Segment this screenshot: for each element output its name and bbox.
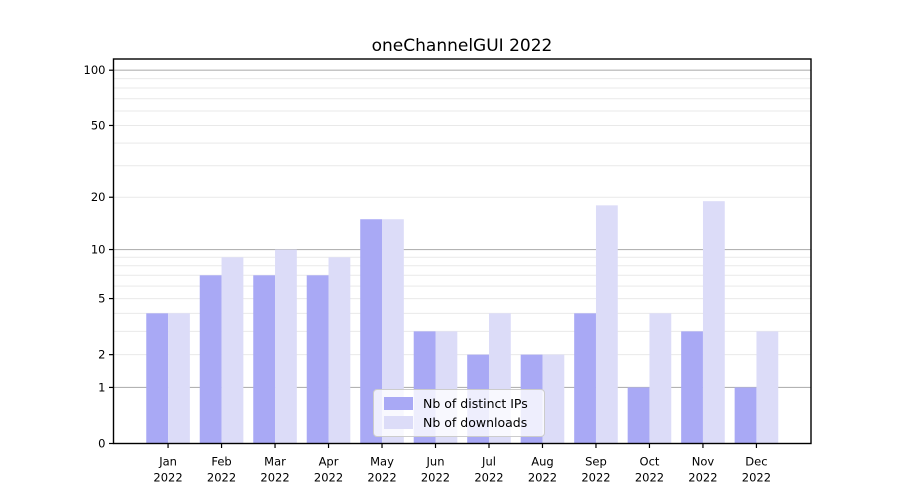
x-axis-tick-label-year: 2022 — [474, 471, 503, 485]
y-axis-tick-label: 1 — [98, 380, 105, 394]
bar-distinct-ips-May — [360, 219, 383, 444]
x-axis-tick-label-month: Oct — [640, 455, 660, 469]
bar-downloads-Apr — [328, 257, 351, 444]
bar-downloads-May — [382, 219, 404, 444]
x-axis-tick-label-month: Jan — [158, 455, 177, 469]
x-axis-tick-label-year: 2022 — [367, 471, 396, 485]
legend-item-downloads: Nb of downloads — [384, 415, 536, 430]
x-axis-tick-label-month: May — [370, 455, 394, 469]
x-axis-tick-label-year: 2022 — [742, 471, 771, 485]
bar-downloads-Mar — [275, 249, 297, 444]
legend: Nb of distinct IPs Nb of downloads — [373, 389, 545, 437]
x-axis-tick-label-year: 2022 — [635, 471, 664, 485]
bar-distinct-ips-Mar — [253, 275, 276, 444]
x-axis-tick-label-year: 2022 — [260, 471, 289, 485]
chart-title: oneChannelGUI 2022 — [371, 36, 553, 56]
bar-downloads-Feb — [221, 257, 244, 444]
x-axis-tick-label-month: Sep — [585, 455, 607, 469]
bar-distinct-ips-Apr — [306, 275, 329, 444]
x-axis-tick-label-month: Dec — [745, 455, 767, 469]
bar-distinct-ips-Oct — [627, 387, 650, 444]
x-axis-tick-label-year: 2022 — [153, 471, 182, 485]
y-axis-tick-label: 0 — [98, 437, 105, 451]
x-axis-tick-label-year: 2022 — [688, 471, 717, 485]
bar-distinct-ips-Feb — [199, 275, 222, 444]
bar-distinct-ips-Dec — [734, 387, 757, 444]
y-axis-tick-label: 5 — [98, 292, 105, 306]
y-axis-tick-label: 10 — [91, 243, 106, 257]
legend-swatch-distinct-ips-icon — [384, 397, 413, 410]
bar-downloads-Dec — [756, 331, 779, 444]
x-axis-tick-label-year: 2022 — [581, 471, 610, 485]
y-axis-tick-label: 50 — [91, 118, 106, 132]
x-axis-tick-label-month: Apr — [319, 455, 339, 469]
y-axis-tick-label: 100 — [84, 63, 106, 77]
legend-swatch-downloads-icon — [384, 416, 413, 429]
x-axis-tick-label-month: Jul — [481, 455, 496, 469]
x-axis-tick-label-month: Feb — [211, 455, 231, 469]
legend-label-downloads: Nb of downloads — [423, 415, 528, 430]
legend-label-distinct-ips: Nb of distinct IPs — [423, 396, 528, 411]
bar-distinct-ips-Jan — [146, 313, 169, 444]
x-axis-tick-label-month: Jun — [426, 455, 445, 469]
x-axis-tick-label-month: Nov — [692, 455, 715, 469]
bar-downloads-Oct — [649, 313, 672, 444]
x-axis-tick-label-year: 2022 — [314, 471, 343, 485]
bar-downloads-Sep — [595, 205, 618, 444]
bar-downloads-Nov — [702, 201, 725, 444]
legend-item-distinct-ips: Nb of distinct IPs — [384, 396, 536, 411]
plot-frame — [112, 58, 812, 445]
bar-downloads-Aug — [542, 354, 565, 444]
x-axis-tick-label-month: Mar — [264, 455, 286, 469]
x-axis-tick-label-year: 2022 — [421, 471, 450, 485]
bar-downloads-Jan — [168, 313, 190, 444]
x-axis-tick-label-month: Aug — [531, 455, 553, 469]
bar-distinct-ips-Nov — [681, 331, 703, 444]
x-axis-tick-label-year: 2022 — [528, 471, 557, 485]
x-axis-tick-label-year: 2022 — [207, 471, 236, 485]
y-axis-tick-label: 20 — [91, 190, 106, 204]
y-axis-tick-label: 2 — [98, 348, 105, 362]
bar-distinct-ips-Sep — [574, 313, 596, 444]
